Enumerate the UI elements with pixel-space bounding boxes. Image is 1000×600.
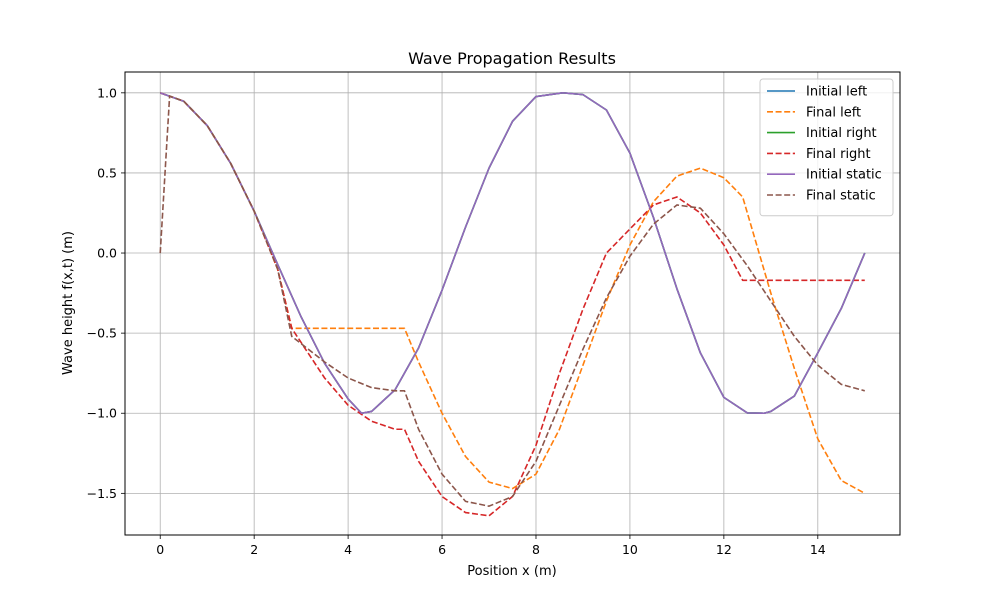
- series-line-initial-static: [159, 92, 866, 415]
- legend-entry: Initial right: [806, 126, 877, 141]
- legend-box: [759, 78, 894, 217]
- series-line-final-static: [159, 95, 865, 507]
- x-tick-label: 14: [810, 542, 826, 557]
- x-tick-label: 2: [250, 542, 258, 557]
- chart-title: Wave Propagation Results: [408, 49, 616, 68]
- legend-entry: Initial left: [806, 85, 867, 100]
- x-axis-label: Position x (m): [467, 564, 556, 579]
- y-axis-label: Wave height f(x,t) (m): [61, 231, 76, 375]
- x-tick-label: 10: [622, 542, 638, 557]
- axis-layer: 0 2 4 6 8 10 12 14 −1.5 −1.0 −0.5 0.0 0.5 1.0: [87, 85, 826, 557]
- legend-entry: Final left: [806, 105, 861, 120]
- y-tick-label: 1.0: [97, 85, 117, 100]
- x-tick-label: 0: [156, 542, 164, 557]
- plot-frame: [124, 71, 901, 536]
- y-tick-label: −1.0: [87, 406, 117, 421]
- x-tick-label: 8: [532, 542, 540, 557]
- series-layer: [159, 92, 866, 517]
- x-tick-label: 6: [438, 542, 446, 557]
- y-tick-label: 0.5: [97, 165, 117, 180]
- y-tick-label: −0.5: [87, 326, 117, 341]
- legend-entry: Final right: [806, 147, 871, 162]
- series-line-final-left: [159, 92, 866, 495]
- legend-entry: Initial static: [806, 168, 882, 183]
- x-tick-label: 4: [344, 542, 352, 557]
- x-tick-label: 12: [716, 542, 732, 557]
- legend-entry: Final static: [806, 189, 876, 204]
- legend: Initial left Final left Initial right Final…: [759, 78, 894, 217]
- y-tick-label: 0.0: [97, 246, 117, 261]
- y-tick-label: −1.5: [87, 486, 117, 501]
